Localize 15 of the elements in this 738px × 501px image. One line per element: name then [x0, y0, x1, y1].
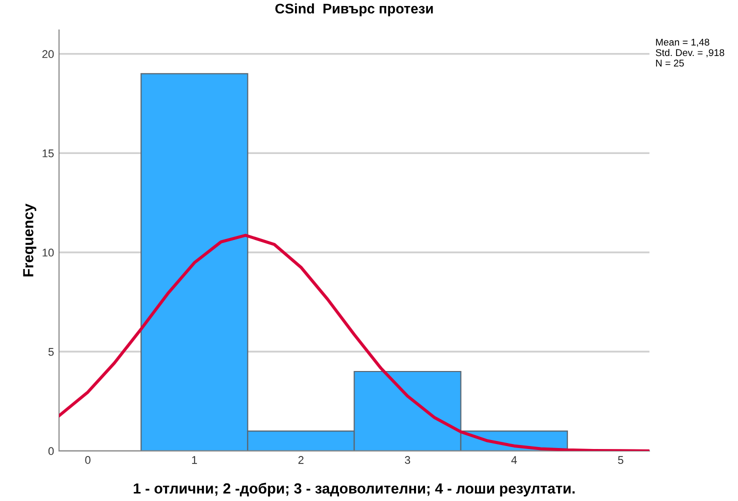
x-tick-label: 5 — [618, 456, 624, 464]
x-tick-label: 0 — [85, 456, 90, 464]
y-tick-label: 20 — [42, 50, 54, 58]
text: Mean = 1,48 Std. Dev. = ,918 N = 25 — [656, 38, 724, 67]
x-tick-label: 3 — [404, 456, 410, 464]
y-tick-label: 15 — [42, 150, 54, 158]
y-axis-title: Frequency — [23, 204, 36, 276]
x-tick-label: 4 — [511, 456, 517, 464]
x-tick-label: 1 — [192, 456, 197, 464]
x-axis-title: 1 - отлични; 2 -добри; 3 - задоволителни; 4 - лоши резултати. — [134, 482, 575, 497]
y-tick-label: 10 — [42, 248, 54, 257]
chart-title: CSind Ривърс протези — [275, 3, 433, 16]
y-tick-label: 0 — [48, 447, 54, 456]
y-tick-label: 5 — [48, 348, 54, 356]
x-tick-label: 2 — [298, 456, 304, 464]
